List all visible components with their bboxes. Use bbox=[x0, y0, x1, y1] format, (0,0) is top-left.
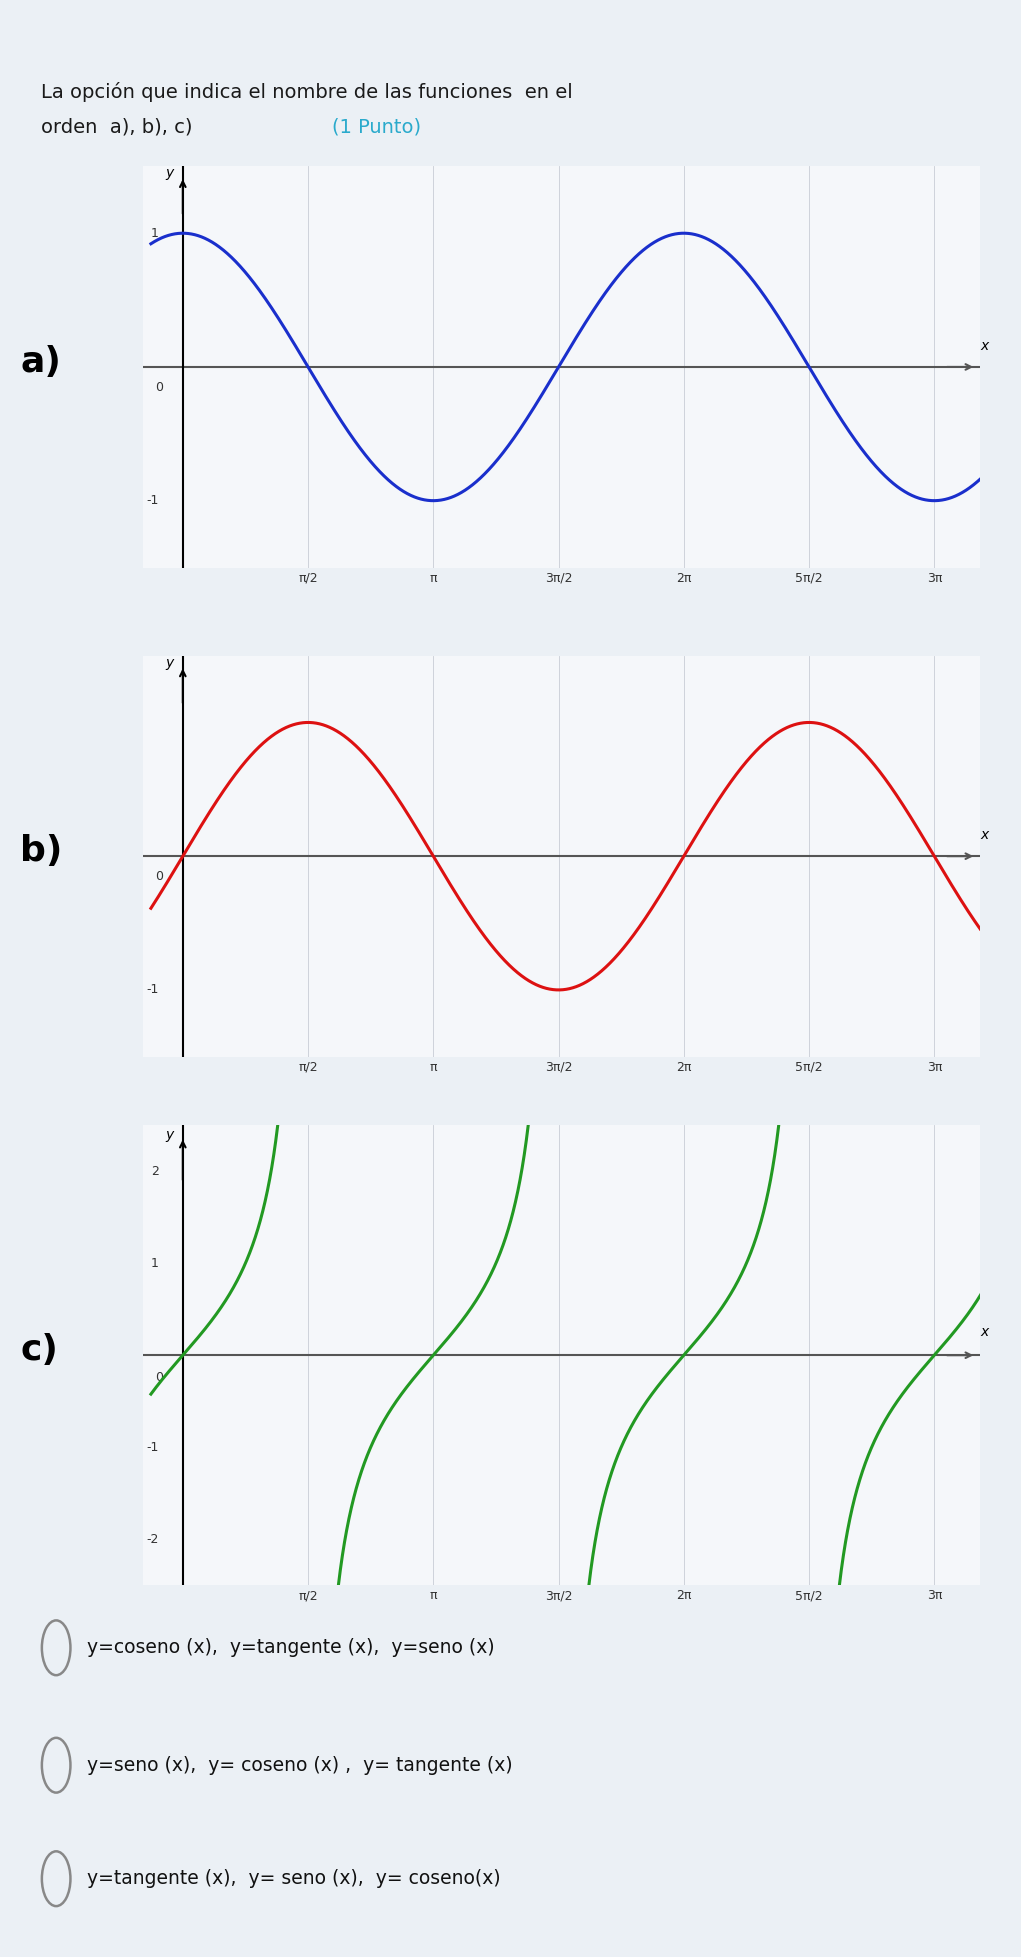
Text: orden  a), b), c): orden a), b), c) bbox=[41, 117, 199, 137]
Text: 1: 1 bbox=[151, 1256, 159, 1270]
Text: $x$: $x$ bbox=[980, 1325, 990, 1339]
Text: 0: 0 bbox=[155, 1372, 163, 1384]
Text: c): c) bbox=[20, 1333, 58, 1368]
Text: 1: 1 bbox=[151, 227, 159, 239]
Text: $y$: $y$ bbox=[165, 1129, 177, 1143]
Text: y=seno (x),  y= coseno (x) ,  y= tangente (x): y=seno (x), y= coseno (x) , y= tangente … bbox=[87, 1755, 513, 1775]
Text: $y$: $y$ bbox=[165, 658, 177, 671]
Text: 0: 0 bbox=[155, 871, 163, 883]
Text: -2: -2 bbox=[146, 1532, 159, 1546]
Text: -1: -1 bbox=[146, 495, 159, 507]
Text: -1: -1 bbox=[146, 984, 159, 996]
Text: a): a) bbox=[20, 344, 61, 380]
Text: La opción que indica el nombre de las funciones  en el: La opción que indica el nombre de las fu… bbox=[41, 82, 573, 102]
Text: $x$: $x$ bbox=[980, 339, 990, 352]
Text: y=tangente (x),  y= seno (x),  y= coseno(x): y=tangente (x), y= seno (x), y= coseno(x… bbox=[87, 1869, 500, 1889]
Text: 2: 2 bbox=[151, 1164, 159, 1178]
Text: (1 Punto): (1 Punto) bbox=[332, 117, 421, 137]
Text: b): b) bbox=[20, 834, 63, 869]
Text: $y$: $y$ bbox=[165, 168, 177, 182]
Text: y=coseno (x),  y=tangente (x),  y=seno (x): y=coseno (x), y=tangente (x), y=seno (x) bbox=[87, 1638, 494, 1658]
Text: $x$: $x$ bbox=[980, 828, 990, 842]
Text: 0: 0 bbox=[155, 382, 163, 393]
Text: -1: -1 bbox=[146, 1440, 159, 1454]
